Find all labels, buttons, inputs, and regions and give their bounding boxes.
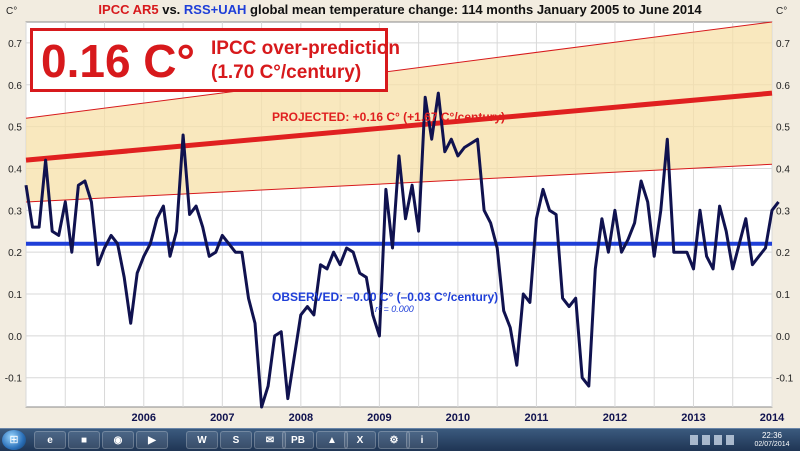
y-tick-label-right: 0.0 [776, 332, 790, 343]
taskbar: ⊞ e ■ ◉ ▶ W S ✉ PB ▲ X ⚙ i 22:36 02/07/2… [0, 428, 800, 451]
y-tick-label-right: 0.3 [776, 206, 790, 217]
taskbar-app-excel[interactable]: X [344, 431, 376, 449]
observed-temperature-line [24, 91, 780, 409]
y-tick-label-left: 0.3 [8, 206, 22, 217]
y-tick-label-right: 0.2 [776, 248, 790, 259]
flag-icon[interactable] [714, 435, 722, 445]
taskbar-app-acrobat[interactable]: ▲ [316, 431, 348, 449]
y-tick-label-left: 0.1 [8, 290, 22, 301]
y-tick-label-right: 0.7 [776, 39, 790, 50]
x-tick-label: 2010 [446, 412, 470, 424]
observed-label: OBSERVED: –0.00 C° (–0.03 C°/century) [272, 290, 498, 304]
projected-label: PROJECTED: +0.16 C° (+1.67 C°/century) [272, 110, 505, 124]
system-tray: 22:36 02/07/2014 [686, 431, 796, 449]
headline-line1: IPCC over-prediction [211, 38, 400, 59]
title-rss-uah: RSS+UAH [183, 2, 247, 17]
x-tick-label: 2011 [524, 412, 548, 424]
projection-band-lower-edge [25, 163, 773, 203]
taskbar-app-email[interactable]: ✉ [254, 431, 286, 449]
y-tick-label-left: 0.5 [8, 123, 22, 134]
y-tick-label-left: 0.0 [8, 332, 22, 343]
x-tick-label: 2012 [603, 412, 627, 424]
y-tick-label-right: -0.1 [776, 374, 794, 385]
taskbar-app-info[interactable]: i [406, 431, 438, 449]
x-tick-label: 2008 [289, 412, 313, 424]
title-vs: vs. [158, 2, 184, 17]
y-unit-left: C° [6, 6, 17, 17]
taskbar-app-tools[interactable]: ⚙ [378, 431, 410, 449]
y-tick-label-left: -0.1 [5, 374, 23, 385]
x-tick-label: 2006 [132, 412, 156, 424]
projection-band [26, 22, 772, 202]
x-tick-label: 2007 [210, 412, 234, 424]
y-tick-label-left: 0.2 [8, 248, 22, 259]
headline-text: IPCC over-prediction (1.70 C°/century) [211, 37, 400, 85]
chart-title: IPCC AR5 vs. RSS+UAH global mean tempera… [0, 2, 800, 17]
headline-value: 0.16 C° [41, 35, 195, 87]
x-tick-label: 2013 [681, 412, 705, 424]
taskbar-app-ie[interactable]: e [34, 431, 66, 449]
network-icon[interactable] [690, 435, 698, 445]
x-tick-label: 2014 [760, 412, 785, 424]
y-tick-label-right: 0.6 [776, 81, 790, 92]
y-tick-label-left: 0.7 [8, 39, 22, 50]
title-rest: global mean temperature change: 114 mont… [246, 2, 702, 17]
y-axis-right-labels: -0.1 0.0 0.1 0.2 0.3 0.4 0.5 0.6 0.7 [776, 39, 794, 385]
projection-band-upper-edge [25, 21, 773, 119]
taskbar-app-folder[interactable]: ■ [68, 431, 100, 449]
taskbar-app-media[interactable]: ▶ [136, 431, 168, 449]
projection-trend-line [25, 90, 773, 163]
y-tick-label-left: 0.6 [8, 81, 22, 92]
title-ipcc: IPCC AR5 [98, 2, 159, 17]
headline-line2: (1.70 C°/century) [211, 62, 362, 83]
y-axis-left-labels: -0.1 0.0 0.1 0.2 0.3 0.4 0.5 0.6 0.7 [5, 39, 23, 385]
taskbar-app-skype[interactable]: S [220, 431, 252, 449]
battery-icon[interactable] [726, 435, 734, 445]
y-tick-label-right: 0.1 [776, 290, 790, 301]
x-tick-label: 2009 [367, 412, 391, 424]
x-axis-labels: 2006 2007 2008 2009 2010 2011 2012 2013 2014 [132, 412, 786, 424]
y-tick-label-right: 0.4 [776, 164, 790, 175]
y-unit-right: C° [776, 6, 787, 17]
taskbar-app-powerbuilder[interactable]: PB [282, 431, 314, 449]
volume-icon[interactable] [702, 435, 710, 445]
clock-time[interactable]: 22:36 [761, 431, 783, 440]
taskbar-app-chrome[interactable]: ◉ [102, 431, 134, 449]
y-tick-label-left: 0.4 [8, 164, 22, 175]
clock-date[interactable]: 02/07/2014 [754, 441, 790, 448]
y-tick-label-right: 0.5 [776, 123, 790, 134]
start-button[interactable]: ⊞ [2, 430, 26, 450]
r-squared-label: r² = 0.000 [375, 304, 414, 314]
headline-box: 0.16 C° IPCC over-prediction (1.70 C°/ce… [30, 28, 400, 92]
taskbar-app-word[interactable]: W [186, 431, 218, 449]
